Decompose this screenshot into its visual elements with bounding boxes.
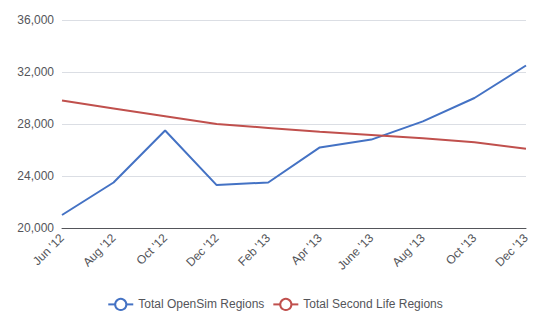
svg-text:June '13: June '13	[335, 231, 377, 273]
svg-text:Dec '12: Dec '12	[183, 231, 222, 270]
svg-text:Feb '13: Feb '13	[235, 231, 273, 269]
svg-text:28,000: 28,000	[17, 117, 54, 131]
svg-text:Dec '13: Dec '13	[493, 231, 532, 270]
svg-text:Oct '12: Oct '12	[134, 231, 171, 268]
svg-text:32,000: 32,000	[17, 65, 54, 79]
svg-text:Apr '13: Apr '13	[288, 231, 325, 268]
svg-text:20,000: 20,000	[17, 221, 54, 235]
svg-text:Aug '12: Aug '12	[80, 231, 119, 270]
svg-text:36,000: 36,000	[17, 13, 54, 27]
svg-text:Total Second Life Regions: Total Second Life Regions	[303, 297, 442, 311]
svg-text:Jun '12: Jun '12	[30, 231, 67, 268]
svg-text:Total OpenSim Regions: Total OpenSim Regions	[138, 297, 264, 311]
svg-text:24,000: 24,000	[17, 169, 54, 183]
svg-text:Aug '13: Aug '13	[389, 231, 428, 270]
svg-text:Oct '13: Oct '13	[443, 231, 480, 268]
